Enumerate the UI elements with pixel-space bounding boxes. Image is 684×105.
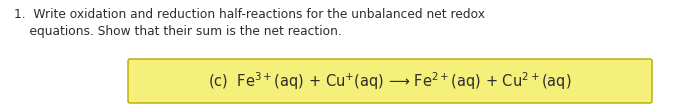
- Text: (c)  Fe$^{3+}$(aq) + Cu$^{+}$(aq) ⟶ Fe$^{2+}$(aq) + Cu$^{2+}$(aq): (c) Fe$^{3+}$(aq) + Cu$^{+}$(aq) ⟶ Fe$^{…: [208, 70, 572, 92]
- Text: equations. Show that their sum is the net reaction.: equations. Show that their sum is the ne…: [14, 25, 342, 38]
- FancyBboxPatch shape: [128, 59, 652, 103]
- Text: 1.  Write oxidation and reduction half-reactions for the unbalanced net redox: 1. Write oxidation and reduction half-re…: [14, 8, 485, 21]
